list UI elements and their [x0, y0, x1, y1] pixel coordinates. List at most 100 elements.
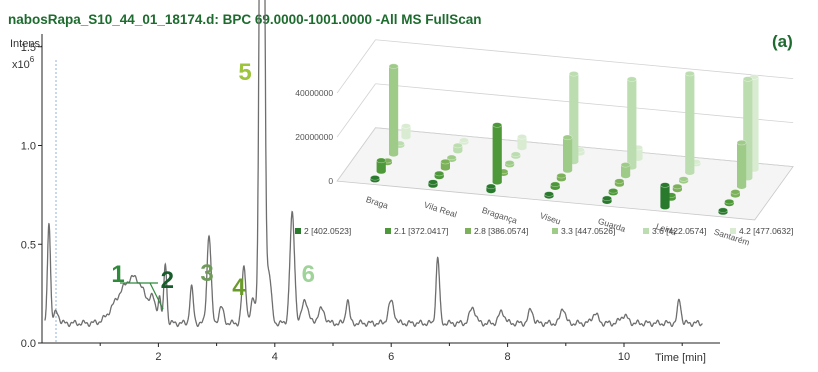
bar-top — [550, 181, 561, 188]
legend-swatch — [730, 228, 736, 234]
bar-base — [440, 165, 450, 171]
y-scale-label: x106 — [12, 55, 35, 71]
inset-bar — [486, 183, 496, 194]
bar-body — [743, 79, 753, 178]
inset-side-gridline — [336, 127, 376, 182]
inset-bar — [428, 179, 438, 188]
bar-top — [376, 157, 387, 164]
bar-top — [440, 158, 451, 165]
inset-bar — [672, 183, 683, 193]
bar-top — [486, 183, 496, 190]
x-tick-label: 8 — [505, 351, 511, 363]
inset-bar — [517, 134, 527, 151]
y-tick-label: 1.0 — [21, 141, 36, 153]
inset-side-gridline — [336, 39, 376, 94]
bar-base — [486, 188, 496, 194]
bar-top — [452, 142, 463, 149]
inset-bar — [556, 173, 567, 182]
panel-label: (a) — [772, 32, 793, 51]
bar-top — [672, 183, 683, 190]
inset-bar — [510, 151, 521, 159]
inset-y-tick-label: 40000000 — [295, 88, 333, 98]
bar-body — [660, 185, 670, 207]
main-axes: 0.00.51.01.52.0246810 — [21, 34, 720, 363]
inset-y-tick-label: 20000000 — [295, 132, 333, 142]
bar-top — [388, 63, 399, 69]
y-tick-label: 0.0 — [21, 338, 36, 350]
legend-swatch — [385, 228, 391, 234]
bar-top — [434, 170, 445, 177]
y-tick-label: 1.5 — [21, 42, 36, 54]
bar-top — [718, 207, 728, 213]
bar-body — [563, 137, 573, 171]
inset-bar — [660, 182, 670, 210]
inset-bar — [620, 162, 631, 179]
bar-body — [492, 125, 502, 183]
legend-swatch — [552, 228, 558, 234]
inset-bar — [544, 191, 554, 199]
inset-bar — [452, 142, 463, 154]
bar-base — [621, 173, 631, 179]
inset-y-tick-label: 0 — [328, 176, 333, 186]
chart-title: nabosRapa_S10_44_01_18174.d: BPC 69.0000… — [8, 12, 482, 27]
bar-top — [459, 137, 469, 143]
bar-body — [685, 73, 695, 173]
bar-base — [453, 148, 463, 154]
bar-base — [389, 151, 399, 157]
inset-bar — [401, 123, 411, 140]
bar-top — [401, 123, 411, 129]
bar-top — [510, 151, 521, 157]
inset-gridline — [375, 83, 794, 124]
legend-label: 2 [402.0523] — [304, 226, 351, 236]
inset-bar — [459, 137, 469, 145]
peak-label-3: 3 — [200, 260, 213, 287]
bar-base — [492, 179, 502, 185]
legend-swatch — [295, 228, 301, 234]
bar-base — [660, 204, 670, 210]
bar-top — [492, 122, 503, 128]
peak-label-5: 5 — [238, 59, 251, 86]
bar-body — [389, 66, 399, 155]
inset-3d-bar-chart: 0 20000000 40000000 Braga Vila Real Bragança V… — [295, 39, 794, 247]
x-axis-label: Time [min] — [655, 352, 706, 364]
bar-top — [602, 195, 612, 202]
legend-swatch — [643, 228, 649, 234]
inset-bar — [434, 170, 445, 180]
bar-body — [569, 73, 579, 162]
inset-bar — [608, 188, 619, 196]
inset-bar — [736, 139, 747, 190]
bar-top — [684, 70, 695, 77]
inset-side-gridline — [336, 83, 376, 138]
inset-bar — [370, 175, 380, 183]
legend-label: 4.2 [477.0632] — [739, 226, 793, 236]
bar-top — [568, 71, 579, 77]
bar-top — [742, 76, 753, 82]
inset-bar — [626, 76, 637, 170]
legend-label: 2.8 [386.0574] — [474, 226, 528, 236]
bar-body — [440, 161, 450, 169]
x-tick-label: 10 — [618, 351, 630, 363]
bar-top — [562, 134, 573, 141]
inset-category-label: Bragança — [481, 205, 519, 226]
inset-category-label: Braga — [365, 194, 390, 211]
bar-body — [633, 147, 643, 159]
bar-top — [517, 134, 527, 140]
inset-gridline — [375, 39, 794, 80]
legend-label: 2.1 [372.0417] — [394, 226, 448, 236]
bar-top — [614, 178, 625, 184]
inset-bar — [440, 158, 451, 171]
x-tick-label: 4 — [272, 351, 278, 363]
y-scale-exponent: 6 — [30, 55, 35, 64]
bar-base — [737, 184, 747, 190]
bar-base — [401, 134, 411, 140]
peak-label-6: 6 — [302, 261, 315, 288]
peak-1-leader — [149, 282, 164, 310]
bar-body — [621, 164, 631, 176]
peak-labels: 1 2 34 5 6 — [111, 59, 315, 301]
inset-gridline — [375, 127, 794, 168]
legend-label: 3.6 [422.0574] — [652, 226, 706, 236]
bar-base — [376, 169, 386, 174]
bar-body — [749, 77, 759, 170]
inset-bar — [550, 181, 561, 191]
